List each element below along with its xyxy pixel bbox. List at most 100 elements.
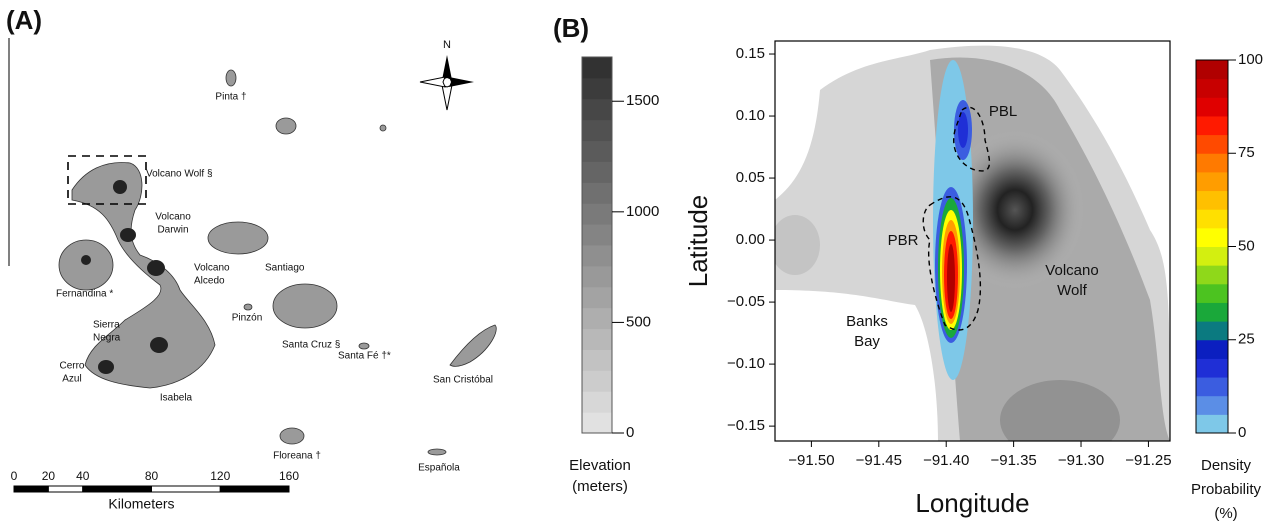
- colorbar-band: [1196, 115, 1228, 136]
- islands: [58, 69, 497, 456]
- colorbar-band: [1196, 377, 1228, 397]
- y-axis-title: Latitude: [683, 195, 713, 288]
- colorbar-band: [582, 391, 612, 413]
- scale-segment: [13, 485, 49, 493]
- colorbar-band: [582, 265, 612, 288]
- colorbar-band: [1196, 153, 1228, 173]
- island-label: Española: [418, 463, 460, 474]
- north-arrow: N: [419, 39, 474, 111]
- x-tick-label: −91.45: [856, 452, 902, 469]
- colorbar-tick-label: 50: [1238, 237, 1255, 254]
- x-tick-label: −91.50: [788, 452, 834, 469]
- colorbar-band: [582, 307, 612, 330]
- y-tick-label: 0.10: [736, 107, 765, 124]
- island-label: Volcano: [155, 212, 191, 223]
- island-label: Negra: [93, 333, 121, 344]
- colorbar-band: [582, 182, 612, 204]
- colorbar-band: [582, 98, 612, 121]
- colorbar-band: [582, 224, 612, 246]
- colorbar-tick-label: 0: [626, 424, 634, 441]
- colorbar-band: [582, 140, 612, 162]
- plot-frame: [774, 40, 1171, 442]
- y-tick-label: 0.15: [736, 45, 765, 62]
- annotation: Volcano: [1045, 262, 1098, 279]
- panel-label: (A): [6, 5, 42, 35]
- colorbar-band: [582, 349, 612, 371]
- elevation-colorbar: 0 500 1000 1500 Elevation (meters): [569, 56, 659, 495]
- scale-segment: [47, 485, 84, 493]
- colorbar-band: [1196, 395, 1228, 415]
- island-label: Volcano: [194, 263, 230, 274]
- scale-title: Kilometers: [108, 496, 174, 512]
- scale-segment: [82, 485, 152, 493]
- colorbar-band: [1196, 97, 1228, 117]
- colorbar-band: [1196, 265, 1228, 285]
- colorbar-tick-label: 500: [626, 313, 651, 330]
- colorbar-band: [1196, 302, 1228, 322]
- y-tick-label: −0.10: [727, 355, 765, 372]
- annotation: PBR: [888, 232, 919, 249]
- scale-bar: 0 20 40 80 120 160 Kilometers: [11, 469, 300, 512]
- colorbar-band: [582, 119, 612, 142]
- colorbar-band: [582, 328, 612, 350]
- axes: −91.50 −91.45 −91.40 −91.35 −91.30 −91.25 0.15…: [683, 45, 1172, 518]
- colorbar-band: [1196, 190, 1228, 210]
- colorbar-frame: [581, 56, 613, 434]
- scale-tick-label: 20: [42, 469, 56, 483]
- y-tick-label: −0.15: [727, 417, 765, 434]
- scale-tick-label: 40: [76, 469, 90, 483]
- colorbar-tick-label: 1000: [626, 203, 659, 220]
- colorbar-title: Elevation: [569, 457, 631, 474]
- colorbar-band: [1196, 209, 1228, 229]
- island-label: Santa Cruz §: [282, 340, 340, 351]
- colorbar-band: [1196, 171, 1228, 192]
- scale-tick-label: 0: [11, 469, 18, 483]
- scale-tick-label: 80: [145, 469, 159, 483]
- island-label: Azul: [62, 374, 81, 385]
- colorbar-tick-label: 25: [1238, 331, 1255, 348]
- colorbar-band: [582, 203, 612, 225]
- island-label: San Cristóbal: [433, 375, 493, 386]
- colorbar-band: [582, 77, 612, 100]
- scale-tick-label: 160: [279, 469, 299, 483]
- annotation: PBL: [989, 103, 1017, 120]
- annotation: Wolf: [1057, 282, 1088, 299]
- island-label: Isabela: [160, 393, 193, 404]
- island-label: Cerro: [59, 361, 84, 372]
- colorbar-title: Density: [1201, 457, 1252, 474]
- x-tick-label: −91.40: [923, 452, 969, 469]
- colorbar-band: [1196, 283, 1228, 303]
- map-labels: Pinta † Volcano Wolf § Volcano Darwin Volcan…: [56, 92, 493, 474]
- island-label: Pinta †: [215, 92, 246, 103]
- colorbar-tick-label: 0: [1238, 424, 1246, 441]
- island-label: Volcano Wolf §: [146, 169, 213, 180]
- colorbar-band: [582, 245, 612, 267]
- colorbar-band: [1196, 134, 1228, 154]
- island-label: Santa Fé †*: [338, 351, 391, 362]
- colorbar-band: [1196, 339, 1228, 359]
- x-axis-title: Longitude: [915, 488, 1029, 518]
- colorbar-band: [1196, 60, 1228, 80]
- colorbar-band: [1196, 358, 1228, 378]
- annotation: Bay: [854, 333, 880, 350]
- x-tick-label: −91.25: [1125, 452, 1171, 469]
- colorbar-title: (%): [1214, 505, 1237, 522]
- density-contours: [922, 60, 991, 380]
- annotation: Banks: [846, 313, 888, 330]
- island-label: Floreana †: [273, 451, 321, 462]
- colorbar-band: [1196, 78, 1228, 98]
- scale-tick-label: 120: [210, 469, 230, 483]
- colorbar-band: [582, 57, 612, 79]
- scale-segment: [219, 485, 290, 493]
- island-label: Pinzón: [232, 313, 263, 324]
- colorbar-band: [1196, 246, 1228, 266]
- panel-label: (B): [553, 13, 589, 43]
- colorbar-band: [582, 161, 612, 183]
- island-label: Sierra: [93, 320, 120, 331]
- island-label: Fernandina *: [56, 289, 113, 300]
- y-tick-label: 0.05: [736, 169, 765, 186]
- colorbar-tick-label: 75: [1238, 144, 1255, 161]
- north-label: N: [443, 39, 451, 51]
- colorbar-title: Probability: [1191, 481, 1262, 498]
